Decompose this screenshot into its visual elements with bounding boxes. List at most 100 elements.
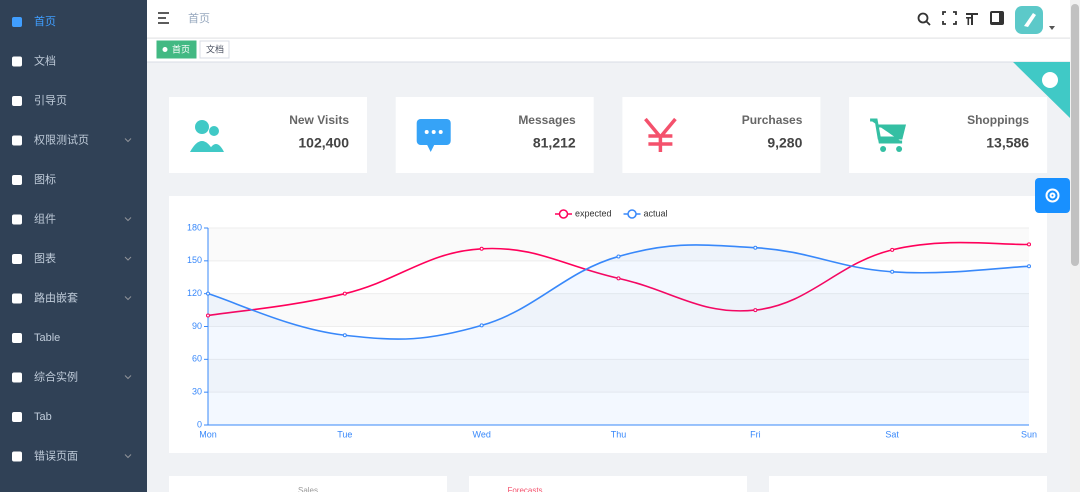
stat-card[interactable]	[169, 97, 367, 173]
tag-dot	[162, 47, 168, 52]
panel	[769, 476, 1047, 492]
point	[206, 291, 210, 296]
point	[1027, 242, 1031, 247]
breadcrumb[interactable]: 首页	[188, 11, 210, 25]
menu-label[interactable]: 错误页面	[34, 448, 78, 462]
menu-icon	[12, 175, 22, 185]
menu-icon	[12, 254, 22, 264]
menu-item-bg[interactable]	[0, 200, 147, 239]
point	[342, 333, 347, 338]
panel	[169, 476, 447, 492]
menu-label[interactable]: 文档	[34, 53, 56, 67]
x-tick-label: Wed	[472, 429, 490, 439]
point	[890, 247, 895, 252]
size-icon[interactable]	[966, 13, 978, 25]
menu-label[interactable]: 综合实例	[34, 369, 78, 383]
menu-item-bg[interactable]	[0, 279, 147, 318]
menu-icon	[12, 96, 22, 106]
point	[206, 313, 210, 318]
y-tick-label: 30	[192, 387, 202, 397]
panel-title: Sales	[298, 486, 318, 492]
y-tick-label: 60	[192, 354, 202, 364]
menu-icon	[12, 17, 22, 27]
card-icon-dot	[424, 130, 429, 134]
menu-icon	[12, 293, 22, 304]
menu-item-bg[interactable]	[0, 2, 147, 42]
settings-icon	[1045, 188, 1060, 203]
x-tick-label: Sat	[885, 429, 899, 439]
scroll-thumb[interactable]	[1071, 4, 1079, 266]
legend-label[interactable]: actual	[644, 208, 668, 218]
menu-item-bg[interactable]	[0, 239, 147, 279]
menu-icon	[12, 333, 22, 343]
y-tick-label: 180	[187, 222, 202, 232]
card-label: Messages	[518, 113, 576, 127]
card-icon	[896, 146, 903, 152]
search-icon[interactable]	[917, 12, 931, 26]
menu-arrow	[124, 454, 132, 459]
menu-arrow	[124, 217, 132, 222]
panel	[469, 476, 747, 492]
x-tick-label: Thu	[611, 429, 627, 439]
menu-label[interactable]: 组件	[34, 211, 56, 225]
menu-arrow	[124, 296, 132, 301]
panel-title: Forecasts	[507, 486, 542, 492]
card-label: Shoppings	[967, 113, 1029, 127]
menu-item-bg[interactable]	[0, 318, 147, 358]
card-icon	[208, 144, 224, 152]
avatar-caret[interactable]	[1049, 26, 1055, 30]
menu-item-bg[interactable]	[0, 160, 147, 200]
card-icon	[426, 144, 435, 152]
language-icon[interactable]	[990, 11, 1004, 25]
menu-item-bg[interactable]	[0, 81, 147, 121]
x-tick-label: Mon	[199, 429, 217, 439]
menu-label[interactable]: Tab	[34, 411, 52, 423]
split-area	[208, 392, 1029, 425]
fullscreen-icon[interactable]	[942, 11, 957, 25]
menu-arrow	[124, 138, 132, 143]
menu-icon	[12, 372, 22, 383]
legend-label[interactable]: expected	[575, 208, 612, 218]
tags-bar	[147, 39, 1080, 62]
menu-icon	[12, 135, 22, 146]
settings-button[interactable]	[1035, 178, 1070, 213]
card-icon	[209, 126, 219, 136]
split-area	[208, 326, 1029, 360]
menu-label[interactable]: 图标	[34, 172, 56, 186]
split-area	[208, 359, 1029, 393]
series-area	[208, 244, 1029, 425]
avatar-art	[1024, 13, 1036, 27]
menu-item-bg[interactable]	[0, 42, 147, 81]
point	[616, 276, 621, 281]
menu-arrow	[124, 256, 132, 261]
menu-label[interactable]: Table	[34, 332, 60, 344]
menu-item-bg[interactable]	[0, 121, 147, 160]
card-icon	[870, 118, 907, 144]
menu-label[interactable]: 引导页	[34, 93, 67, 107]
menu-label[interactable]: 权限测试页	[34, 133, 89, 146]
tag[interactable]	[156, 40, 197, 59]
y-tick-label: 120	[187, 288, 202, 298]
menu-item-bg[interactable]	[0, 437, 147, 476]
menu-label[interactable]: 首页	[34, 14, 56, 28]
menu-item-bg[interactable]	[0, 358, 147, 397]
x-tick-label: Tue	[337, 429, 352, 439]
card-icon	[195, 120, 209, 134]
menu-label[interactable]: 图表	[34, 251, 56, 265]
menu-item-bg[interactable]	[0, 397, 147, 437]
menu-label[interactable]: 路由嵌套	[34, 290, 78, 304]
y-tick-label: 0	[197, 419, 202, 429]
stat-card[interactable]	[849, 97, 1048, 173]
hamburger[interactable]	[158, 12, 169, 24]
tag-label[interactable]: 文档	[206, 43, 224, 54]
card-icon	[190, 141, 214, 152]
x-tick-label: Fri	[750, 429, 761, 439]
point	[1027, 264, 1031, 269]
y-tick-label: 150	[187, 255, 202, 265]
menu-icon	[12, 56, 22, 67]
tag[interactable]	[199, 40, 230, 59]
card-icon-dot	[438, 130, 443, 134]
tag-label[interactable]: 首页	[172, 43, 190, 54]
